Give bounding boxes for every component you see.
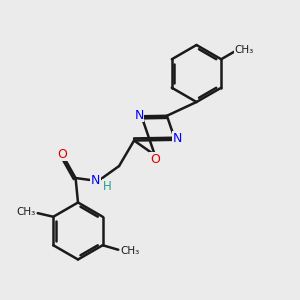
Text: CH₃: CH₃ [120, 246, 139, 256]
Text: O: O [58, 148, 68, 160]
Text: N: N [173, 132, 182, 145]
Text: CH₃: CH₃ [17, 207, 36, 217]
Text: O: O [150, 153, 160, 166]
Text: N: N [134, 109, 144, 122]
Text: H: H [103, 180, 112, 193]
Text: N: N [91, 174, 100, 187]
Text: CH₃: CH₃ [234, 45, 254, 55]
